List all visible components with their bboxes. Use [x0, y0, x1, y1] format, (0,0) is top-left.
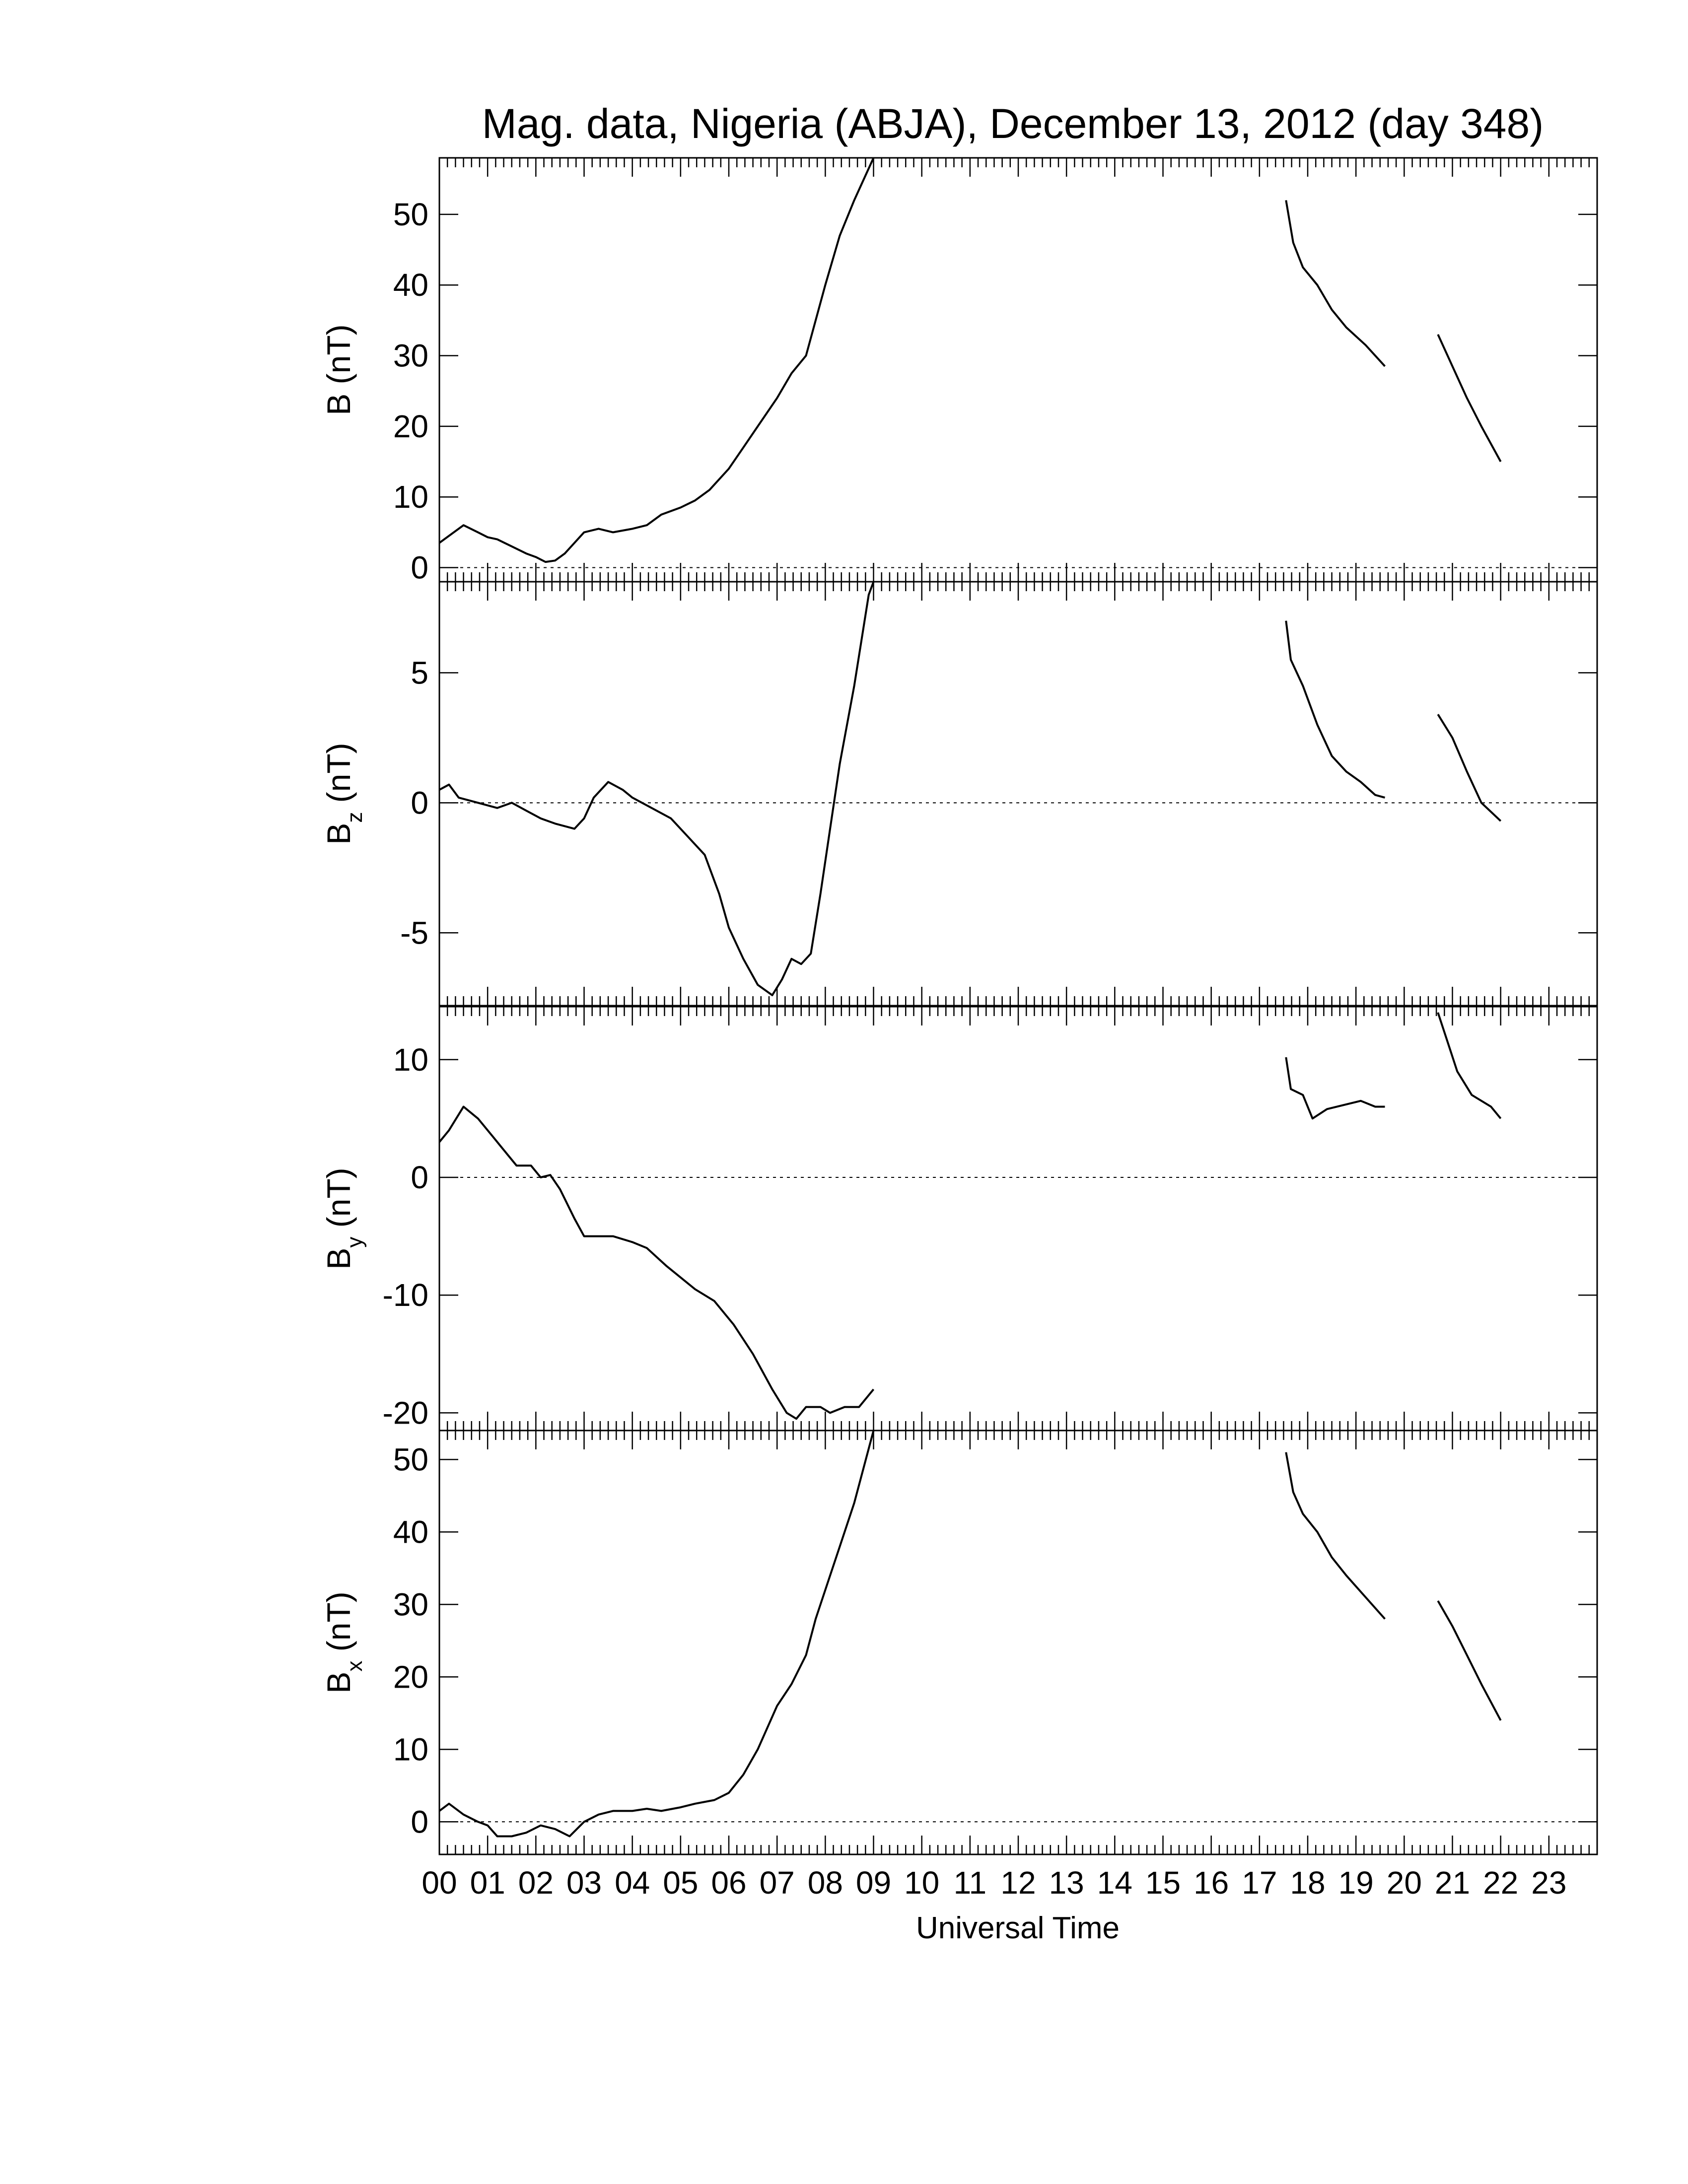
panels-group: 0 10 20 30 40 50 B (nT) -5 0 5 Bz (nT) -20 -10 0 10 By …: [320, 157, 1598, 1855]
y-axis-label-sub: y: [343, 1237, 367, 1248]
y-tick-label: 40: [393, 267, 428, 303]
y-axis-label-main: B: [320, 1248, 357, 1270]
x-tick-label: 14: [1097, 1865, 1132, 1901]
x-tick-label: 16: [1194, 1865, 1229, 1901]
x-tick-label: 19: [1338, 1865, 1374, 1901]
y-tick-label: -20: [383, 1395, 429, 1431]
series-line-Bz-segment-2: [1285, 620, 1386, 799]
y-tick-label: 5: [411, 655, 428, 690]
chart-title: Mag. data, Nigeria (ABJA), December 13, …: [482, 100, 1544, 147]
y-axis-label-Bz: Bz (nT): [320, 743, 367, 844]
y-tick-label: 0: [411, 785, 428, 820]
x-tick-label: 09: [856, 1865, 891, 1901]
panel-frame-By: [438, 1006, 1598, 1432]
series-line-Bz-segment-1: [439, 582, 875, 996]
y-axis-label-sub: x: [343, 1661, 367, 1672]
x-tick-label: 12: [1000, 1865, 1036, 1901]
y-axis-label-main: B: [320, 394, 357, 415]
x-tick-label: 01: [470, 1865, 505, 1901]
x-tick-label: 10: [904, 1865, 939, 1901]
y-axis-label-By: By (nT): [320, 1167, 367, 1269]
series-line-B-segment-3: [1437, 334, 1502, 462]
x-tick-label: 07: [760, 1865, 795, 1901]
y-tick-label: -10: [383, 1277, 429, 1313]
x-tick-label: 11: [954, 1865, 986, 1901]
series-line-Bz-segment-3: [1437, 714, 1502, 822]
y-tick-label: 50: [393, 197, 428, 232]
y-axis-label-unit: (nT): [320, 324, 357, 393]
x-tick-label: 18: [1290, 1865, 1325, 1901]
x-tick-label: 15: [1145, 1865, 1181, 1901]
y-tick-label: 40: [393, 1514, 428, 1550]
panel-frame-B: [438, 157, 1598, 583]
y-axis-label-sub: z: [343, 812, 367, 823]
series-line-By-segment-2: [1285, 1057, 1385, 1120]
y-tick-label: 30: [393, 1586, 428, 1622]
series-line-By-segment-1: [439, 1105, 875, 1420]
panel-By: -20 -10 0 10 By (nT): [320, 1006, 1598, 1432]
x-tick-label: 13: [1049, 1865, 1084, 1901]
series-line-Bx-segment-1: [439, 1431, 875, 1838]
y-axis-label-B: B (nT): [320, 324, 357, 415]
panel-frame-Bz: [438, 581, 1598, 1007]
y-tick-label: 20: [393, 1659, 428, 1695]
y-tick-label: 20: [393, 409, 428, 444]
y-axis-label-unit: (nT): [320, 743, 357, 812]
y-tick-label: 0: [411, 550, 428, 586]
y-tick-label: 0: [411, 1160, 428, 1195]
x-tick-label: 00: [422, 1865, 457, 1901]
y-tick-label: 10: [393, 1042, 428, 1078]
panel-Bx: 0 10 20 30 40 50 Bx (nT): [320, 1430, 1598, 1855]
y-tick-label: 10: [393, 479, 428, 515]
series-line-Bx-segment-3: [1437, 1600, 1502, 1721]
y-tick-label: 10: [393, 1731, 428, 1767]
y-axis-label-unit: (nT): [320, 1591, 357, 1660]
x-tick-label: 21: [1435, 1865, 1470, 1901]
y-axis-label-main: B: [320, 1672, 357, 1694]
y-tick-label: 30: [393, 338, 428, 374]
x-tick-label: 08: [808, 1865, 843, 1901]
y-axis-label-Bx: Bx (nT): [320, 1591, 367, 1693]
x-tick-label: 22: [1483, 1865, 1518, 1901]
x-tick-label: 06: [711, 1865, 746, 1901]
panel-frame-Bx: [438, 1430, 1598, 1855]
series-line-Bx-segment-2: [1285, 1452, 1386, 1620]
x-tick-label: 02: [518, 1865, 554, 1901]
x-tick-label: 20: [1387, 1865, 1422, 1901]
panel-B: 0 10 20 30 40 50 B (nT): [320, 157, 1598, 586]
y-tick-label: 0: [411, 1804, 428, 1840]
y-tick-label: 50: [393, 1441, 428, 1477]
x-axis-label: Universal Time: [916, 1911, 1120, 1945]
y-axis-label-unit: (nT): [320, 1167, 357, 1236]
y-axis-label-main: B: [320, 823, 357, 845]
series-line-B-segment-2: [1285, 200, 1386, 367]
x-tick-label: 04: [615, 1865, 650, 1901]
x-tick-label: 05: [663, 1865, 698, 1901]
y-tick-label: -5: [400, 915, 428, 951]
x-tick-label: 23: [1531, 1865, 1566, 1901]
x-tick-label: 03: [566, 1865, 602, 1901]
series-line-B-segment-1: [439, 158, 875, 563]
series-line-By-segment-3: [1437, 1012, 1502, 1119]
x-tick-labels: 00 01 02 03 04 05 06 07 08 09 10 11 12 13 14 15 16 17 18 19…: [422, 1865, 1566, 1901]
panel-Bz: -5 0 5 Bz (nT): [320, 581, 1598, 1007]
x-tick-label: 17: [1242, 1865, 1277, 1901]
